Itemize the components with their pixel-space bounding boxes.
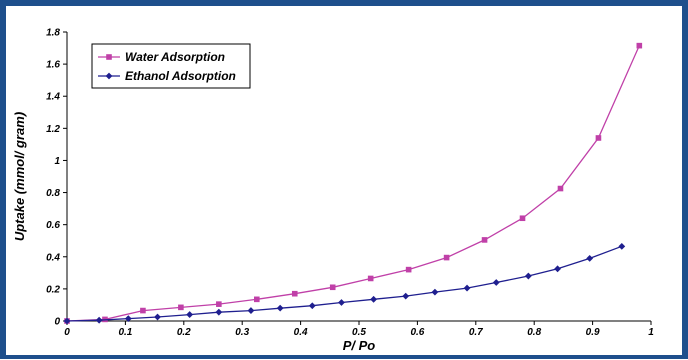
data-point [124,315,132,322]
legend-box [91,43,251,89]
legend-item: Ethanol Adsorption [98,69,236,83]
data-point [370,295,377,303]
data-point [405,266,412,273]
data-point [276,304,284,312]
data-point [367,275,374,282]
data-point [636,42,643,49]
legend-marker [106,54,112,60]
data-point [431,288,439,296]
data-point [595,135,602,141]
data-point [554,265,561,273]
data-point [95,316,103,324]
y-tick-label: 1.4 [46,92,60,103]
data-point [402,292,410,300]
x-axis-label: P/ Po [343,338,376,353]
y-tick-label: 0.8 [46,188,60,199]
series-ethanol [63,242,626,325]
y-tick-label: 0.2 [46,284,60,295]
y-tick-label: 1.8 [46,28,60,39]
data-point [178,304,184,311]
data-point [154,313,161,321]
data-point [618,242,626,250]
y-tick-label: 0 [54,317,60,328]
x-tick-label: 0.5 [352,327,366,338]
x-tick-label: 0.7 [469,327,483,338]
data-point [215,308,223,316]
data-point [291,290,298,297]
x-tick-label: 0.2 [177,327,191,338]
x-tick-label: 0.9 [586,327,600,338]
legend-label: Water Adsorption [125,50,225,64]
adsorption-chart: 0 0.2 0.4 0.6 0.8 1 1.2 1.4 1.6 1.8 0 0.1 0.2 0.3 0.4 0… [12,28,654,354]
legend: Water Adsorption Ethanol Adsorption [91,43,251,89]
y-tick-label: 0.6 [46,220,60,231]
x-tick-label: 0.3 [235,327,249,338]
legend-item: Water Adsorption [98,50,225,64]
data-point [140,307,146,314]
data-point [247,307,255,314]
x-tick-label: 0.1 [118,327,132,338]
data-point [492,279,500,286]
x-tick-label: 0 [64,327,70,338]
series-line [66,45,640,322]
data-point [586,254,594,262]
data-point [216,301,222,307]
data-point [557,185,564,192]
series-water [64,42,643,324]
data-point [308,302,316,310]
data-point [186,311,194,318]
data-point [519,215,526,222]
data-point [338,299,345,306]
legend-label: Ethanol Adsorption [125,69,236,83]
y-tick-label: 1.6 [46,60,60,71]
x-tick-label: 0.6 [410,327,424,338]
data-point [481,237,488,243]
y-tick-label: 0.4 [46,252,60,263]
series-layer [63,42,643,325]
data-point [254,296,260,303]
data-point [329,284,336,291]
x-tick-label: 1 [648,327,654,338]
x-tick-label: 0.4 [294,327,308,338]
data-point [524,272,532,280]
legend-marker [105,72,113,80]
data-point [63,317,71,325]
x-tick-label: 0.8 [527,327,541,338]
axes: 0 0.2 0.4 0.6 0.8 1 1.2 1.4 1.6 1.8 0 0.1 0.2 0.3 0.4 0… [46,28,654,339]
y-axis-label: Uptake (mmol/ gram) [12,112,27,241]
data-point [443,254,450,261]
data-point [463,284,471,292]
y-tick-label: 1 [54,156,60,167]
y-tick-label: 1.2 [46,124,60,135]
